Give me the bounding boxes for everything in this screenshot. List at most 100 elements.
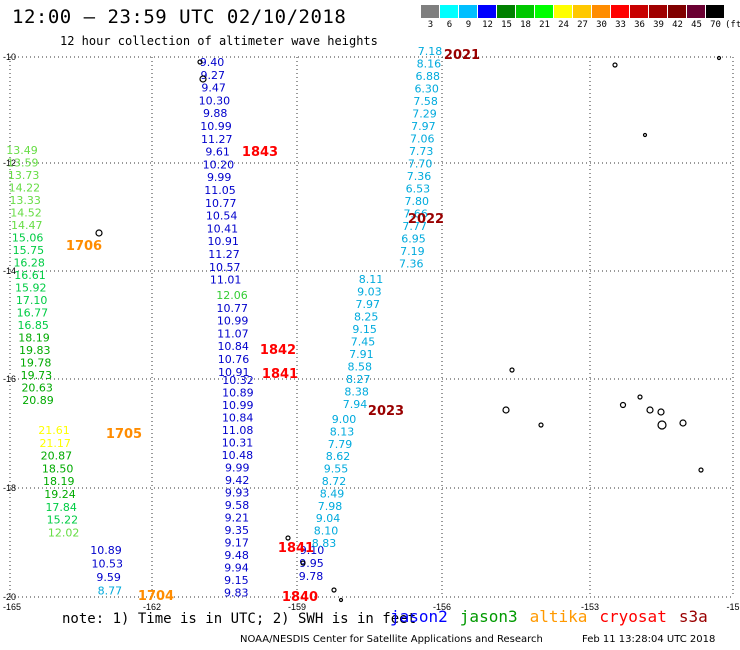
lon-tick-label: -159 [288,602,306,612]
swh-value: 14.47 [11,219,43,232]
legend-item-altika: altika [529,607,588,626]
swh-value: 8.49 [320,487,345,500]
swh-value: 19.83 [19,344,51,357]
swh-value: 11.05 [204,184,236,197]
pass-id-label: 1704 [138,589,174,604]
lon-tick-label: -153 [581,602,599,612]
swh-value: 8.10 [314,525,339,538]
swh-value: 11.27 [208,248,240,261]
footnote: note: 1) Time is in UTC; 2) SWH is in fe… [62,611,417,627]
island-outline [338,597,344,603]
colorbar-label: 18 [520,20,531,30]
swh-value: 10.54 [206,210,238,223]
lat-tick-label: -12 [3,158,16,168]
pass-id-label: 1840 [282,590,318,605]
swh-value: 7.66 [403,208,428,221]
page-subtitle: 12 hour collection of altimeter wave hei… [60,34,378,48]
swh-value: 7.97 [356,298,381,311]
swh-value: 8.16 [417,58,442,71]
swh-value: 18.50 [42,462,74,475]
colorbar-swatch [592,5,611,18]
swh-value: 7.77 [402,220,427,233]
swh-value: 11.27 [201,133,233,146]
swh-value: 9.10 [300,544,325,557]
legend-item-cryosat: cryosat [599,607,667,626]
swh-value: 9.55 [324,463,349,476]
swh-value: 9.94 [224,562,249,575]
swh-value: 7.36 [407,170,432,183]
swh-value: 6.53 [406,183,431,196]
swh-value: 10.91 [207,235,239,248]
swh-value: 9.03 [357,286,382,299]
swh-value: 8.11 [359,273,384,286]
island-outline [657,408,665,416]
swh-value: 8.62 [326,450,351,463]
swh-value: 10.31 [222,437,254,450]
swh-value: 9.58 [225,499,250,512]
island-outline [698,467,704,473]
swh-value: 9.27 [201,69,226,82]
swh-value: 10.53 [92,558,124,571]
satellite-legend: jason2 jason3 altika cryosat s3a [390,607,708,626]
swh-value: 9.35 [225,524,250,537]
swh-value: 9.04 [316,512,341,525]
colorbar-swatch [516,5,535,18]
colorbar [421,5,725,18]
swh-value: 21.17 [39,437,71,450]
lon-tick-label: -15 [726,602,739,612]
pass-id-label: 2021 [444,48,480,63]
island-outline [285,535,291,541]
swh-value: 8.38 [344,386,369,399]
swh-value: 19.73 [21,369,53,382]
swh-value: 9.48 [224,549,249,562]
swh-value: 8.58 [348,361,373,374]
colorbar-swatch [478,5,497,18]
lat-tick-label: -20 [3,592,16,602]
colorbar-label: 6 [446,20,453,30]
swh-value: 9.00 [332,413,357,426]
pass-id-label: 1705 [106,427,142,442]
swh-value: 12.02 [48,526,80,539]
swh-value: 16.77 [17,307,49,320]
legend-item-s3a: s3a [678,607,708,626]
island-outline [612,62,618,68]
colorbar-label: 24 [558,20,569,30]
swh-value: 9.15 [224,574,249,587]
swh-value: 20.89 [22,394,54,407]
swh-value: 10.77 [205,197,237,210]
swh-value: 10.89 [90,544,122,557]
swh-value: 10.41 [207,222,239,235]
swh-value: 7.98 [318,500,343,513]
swh-value: 9.61 [205,146,230,159]
swh-value: 20.87 [41,450,73,463]
island-outline [197,59,203,65]
swh-value: 8.25 [354,311,379,324]
colorbar-label: 45 [691,20,702,30]
swh-value: 7.29 [412,108,437,121]
pass-id-label: 2023 [368,404,404,419]
pass-id-label: 1842 [260,343,296,358]
swh-value: 19.24 [44,488,76,501]
swh-value: 10.99 [222,399,254,412]
lat-tick-label: -16 [3,374,16,384]
lon-tick-label: -156 [433,602,451,612]
swh-value: 7.80 [405,195,430,208]
swh-value: 17.84 [45,501,77,514]
swh-value: 9.47 [201,82,226,95]
swh-value: 7.36 [399,258,424,271]
swh-value: 6.88 [416,70,441,83]
colorbar-label: 30 [596,20,607,30]
island-outline [509,367,515,373]
swh-value: 7.91 [349,348,374,361]
swh-value: 10.32 [222,374,254,387]
colorbar-label: 36 [634,20,645,30]
swh-value: 8.77 [98,585,123,598]
legend-item-jason3: jason3 [459,607,518,626]
swh-value: 6.95 [401,233,426,246]
swh-value: 7.79 [328,438,353,451]
colorbar-label: 3 [427,20,434,30]
swh-value: 7.19 [400,245,425,258]
swh-value: 9.93 [225,487,250,500]
colorbar-swatch [630,5,649,18]
swh-value: 9.78 [299,570,324,583]
